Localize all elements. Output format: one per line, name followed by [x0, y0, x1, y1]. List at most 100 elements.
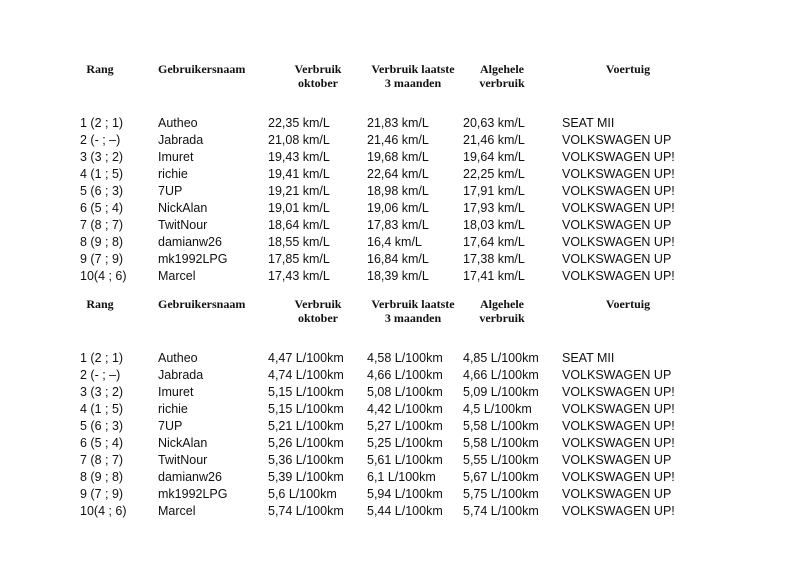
rang-cell: 5 (6 ; 3): [80, 184, 124, 198]
gebruikersnaam-cell: mk1992LPG: [158, 252, 228, 266]
algehele-verbruik-cell: 5,55 L/100km: [463, 453, 539, 467]
voertuig-cell: VOLKSWAGEN UP: [562, 252, 672, 266]
verbruik-laatste-cell: 4,58 L/100km: [367, 351, 443, 365]
verbruik-laatste-cell: 5,27 L/100km: [367, 419, 443, 433]
verbruik-oktober-cell: 19,41 km/L: [268, 167, 330, 181]
verbruik-oktober-cell: 5,26 L/100km: [268, 436, 344, 450]
table-row: 3 (3 ; 2) Imuret 19,43 km/L 19,68 km/L 19,64…: [78, 149, 718, 166]
verbruik-laatste-cell: 5,44 L/100km: [367, 504, 443, 518]
table-row: 5 (6 ; 3) 7UP 5,21 L/100km 5,27 L/100km 5,58…: [78, 418, 718, 435]
verbruik-oktober-cell: 19,43 km/L: [268, 150, 330, 164]
gebruikersnaam-cell: Autheo: [158, 351, 198, 365]
rang-cell: 3 (3 ; 2): [80, 150, 124, 164]
gebruikersnaam-cell: NickAlan: [158, 436, 208, 450]
verbruik-oktober-cell: 5,15 L/100km: [268, 402, 344, 416]
gebruikersnaam-cell: damianw26: [158, 470, 222, 484]
algehele-verbruik-cell: 5,58 L/100km: [463, 419, 539, 433]
verbruik-laatste-cell: 18,39 km/L: [367, 269, 429, 283]
algehele-verbruik-cell: 5,58 L/100km: [463, 436, 539, 450]
algehele-verbruik-cell: 17,93 km/L: [463, 201, 525, 215]
gebruikersnaam-cell: TwitNour: [158, 218, 208, 232]
voertuig-cell: VOLKSWAGEN UP!: [562, 201, 675, 215]
verbruik-laatste-cell: 19,06 km/L: [367, 201, 429, 215]
verbruik-oktober-cell: 5,39 L/100km: [268, 470, 344, 484]
rang-cell: 8 (9 ; 8): [80, 235, 124, 249]
algehele-verbruik-cell: 22,25 km/L: [463, 167, 525, 181]
algehele-verbruik-cell: 20,63 km/L: [463, 116, 525, 130]
table-row: 9 (7 ; 9) mk1992LPG 5,6 L/100km 5,94 L/100k…: [78, 486, 718, 503]
table-row: 1 (2 ; 1) Autheo 22,35 km/L 21,83 km/L 20,63…: [78, 115, 718, 132]
algehele-verbruik-cell: 4,5 L/100km: [463, 402, 532, 416]
gebruikersnaam-cell: richie: [158, 167, 188, 181]
header-algehele-verbruik: Algehele verbruik: [479, 297, 525, 325]
voertuig-cell: SEAT MII: [562, 351, 615, 365]
ranking-table-km-per-liter: Rang Gebruikersnaam Verbruik oktober Verb…: [78, 62, 718, 285]
verbruik-oktober-cell: 22,35 km/L: [268, 116, 330, 130]
rang-cell: 9 (7 ; 9): [80, 252, 124, 266]
rang-cell: 1 (2 ; 1): [80, 116, 124, 130]
verbruik-laatste-cell: 5,61 L/100km: [367, 453, 443, 467]
verbruik-laatste-cell: 5,08 L/100km: [367, 385, 443, 399]
voertuig-cell: VOLKSWAGEN UP: [562, 133, 672, 147]
table-row: 7 (8 ; 7) TwitNour 18,64 km/L 17,83 km/L 18,…: [78, 217, 718, 234]
table-header: Rang Gebruikersnaam Verbruik oktober Verb…: [78, 62, 718, 102]
gebruikersnaam-cell: NickAlan: [158, 201, 208, 215]
verbruik-oktober-cell: 5,15 L/100km: [268, 385, 344, 399]
verbruik-laatste-cell: 21,83 km/L: [367, 116, 429, 130]
verbruik-laatste-cell: 18,98 km/L: [367, 184, 429, 198]
verbruik-oktober-cell: 19,01 km/L: [268, 201, 330, 215]
rang-cell: 7 (8 ; 7): [80, 218, 124, 232]
gebruikersnaam-cell: Marcel: [158, 504, 196, 518]
voertuig-cell: VOLKSWAGEN UP!: [562, 269, 675, 283]
header-voertuig: Voertuig: [605, 62, 651, 76]
rang-cell: 8 (9 ; 8): [80, 470, 124, 484]
voertuig-cell: VOLKSWAGEN UP!: [562, 504, 675, 518]
table-row: 8 (9 ; 8) damianw26 18,55 km/L 16,4 km/L 17,…: [78, 234, 718, 251]
gebruikersnaam-cell: TwitNour: [158, 453, 208, 467]
header-gebruikersnaam: Gebruikersnaam: [158, 297, 246, 311]
gebruikersnaam-cell: damianw26: [158, 235, 222, 249]
header-rang: Rang: [86, 62, 114, 76]
header-voertuig: Voertuig: [605, 297, 651, 311]
verbruik-laatste-cell: 16,4 km/L: [367, 235, 422, 249]
gebruikersnaam-cell: Jabrada: [158, 368, 204, 382]
verbruik-laatste-cell: 22,64 km/L: [367, 167, 429, 181]
verbruik-oktober-cell: 18,55 km/L: [268, 235, 330, 249]
algehele-verbruik-cell: 5,75 L/100km: [463, 487, 539, 501]
voertuig-cell: VOLKSWAGEN UP: [562, 453, 672, 467]
verbruik-laatste-cell: 5,94 L/100km: [367, 487, 443, 501]
rang-cell: 6 (5 ; 4): [80, 201, 124, 215]
gebruikersnaam-cell: Marcel: [158, 269, 196, 283]
voertuig-cell: VOLKSWAGEN UP!: [562, 402, 675, 416]
voertuig-cell: VOLKSWAGEN UP!: [562, 167, 675, 181]
verbruik-oktober-cell: 4,47 L/100km: [268, 351, 344, 365]
table-row: 4 (1 ; 5) richie 19,41 km/L 22,64 km/L 22,25…: [78, 166, 718, 183]
table-row: 10(4 ; 6) Marcel 5,74 L/100km 5,44 L/100km 5…: [78, 503, 718, 520]
voertuig-cell: VOLKSWAGEN UP!: [562, 150, 675, 164]
algehele-verbruik-cell: 17,41 km/L: [463, 269, 525, 283]
header-verbruik-laatste-3-maanden: Verbruik laatste 3 maanden: [371, 62, 455, 90]
verbruik-oktober-cell: 5,6 L/100km: [268, 487, 337, 501]
rang-cell: 10(4 ; 6): [80, 269, 127, 283]
gebruikersnaam-cell: 7UP: [158, 419, 183, 433]
rang-cell: 4 (1 ; 5): [80, 167, 124, 181]
table-row: 3 (3 ; 2) Imuret 5,15 L/100km 5,08 L/100km 5…: [78, 384, 718, 401]
gebruikersnaam-cell: Autheo: [158, 116, 198, 130]
verbruik-laatste-cell: 6,1 L/100km: [367, 470, 436, 484]
verbruik-oktober-cell: 5,74 L/100km: [268, 504, 344, 518]
gebruikersnaam-cell: richie: [158, 402, 188, 416]
voertuig-cell: VOLKSWAGEN UP: [562, 218, 672, 232]
table-row: 6 (5 ; 4) NickAlan 5,26 L/100km 5,25 L/100k…: [78, 435, 718, 452]
rang-cell: 5 (6 ; 3): [80, 419, 124, 433]
verbruik-laatste-cell: 4,42 L/100km: [367, 402, 443, 416]
voertuig-cell: VOLKSWAGEN UP!: [562, 235, 675, 249]
rang-cell: 9 (7 ; 9): [80, 487, 124, 501]
algehele-verbruik-cell: 17,91 km/L: [463, 184, 525, 198]
rang-cell: 4 (1 ; 5): [80, 402, 124, 416]
algehele-verbruik-cell: 17,38 km/L: [463, 252, 525, 266]
table-row: 1 (2 ; 1) Autheo 4,47 L/100km 4,58 L/100km 4…: [78, 350, 718, 367]
algehele-verbruik-cell: 4,85 L/100km: [463, 351, 539, 365]
verbruik-laatste-cell: 5,25 L/100km: [367, 436, 443, 450]
header-verbruik-oktober: Verbruik oktober: [294, 297, 342, 325]
table-row: 9 (7 ; 9) mk1992LPG 17,85 km/L 16,84 km/L 17…: [78, 251, 718, 268]
